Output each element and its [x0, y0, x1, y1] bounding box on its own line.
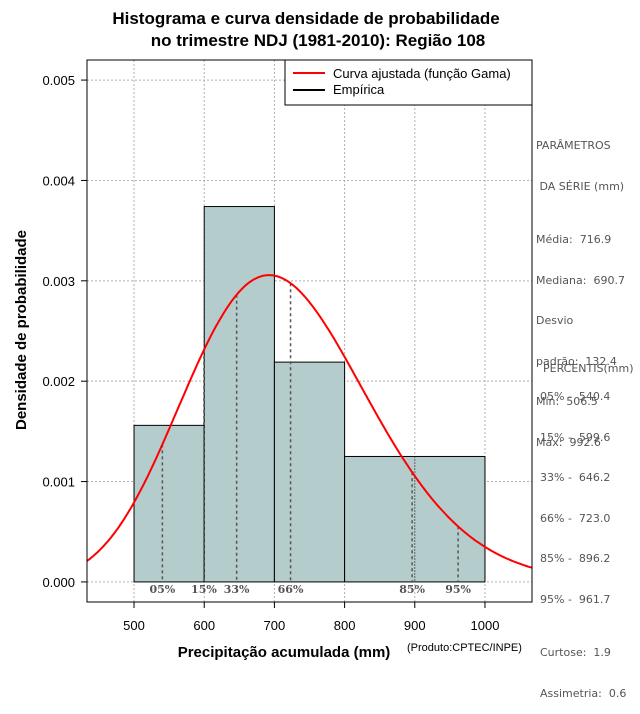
percentiles-list: 05% - 540.4 15% - 599.6 33% - 646.2 66% …: [540, 363, 626, 714]
param-sd-label: Desvio: [536, 314, 574, 327]
percentile-15: 15% - 599.6: [540, 430, 611, 444]
percentile-05: 05% - 540.4: [540, 390, 611, 403]
percentiles-panel: PERCENTIS(mm): [543, 335, 634, 389]
credit-label: (Produto:CPTEC/INPE): [407, 642, 522, 654]
percentile-95: 95% - 961.7: [540, 592, 611, 606]
percentile-label: 95%: [445, 583, 471, 596]
x-tick-label: 600: [193, 618, 215, 633]
percentile-label: 85%: [399, 583, 425, 596]
legend: Curva ajustada (função Gama) Empírica: [284, 59, 533, 106]
y-tick-label: 0.004: [42, 173, 75, 188]
histogram-bar: [273, 361, 346, 583]
param-min: Mín: 506.5: [536, 395, 598, 408]
legend-label-empirical: Empírica: [333, 82, 385, 97]
x-tick-label: 900: [404, 618, 426, 633]
percentile-66: 66% - 723.0: [540, 511, 611, 525]
histogram-bar: [203, 206, 275, 583]
param-sd-value: padrão: 132.4: [536, 354, 617, 368]
y-tick-label: 0.000: [42, 575, 75, 590]
y-tick-label: 0.005: [42, 73, 75, 88]
percentile-85: 85% - 896.2: [540, 552, 611, 565]
x-tick-label: 800: [334, 618, 356, 633]
parameters-title-line2: DA SÉRIE (mm): [536, 179, 625, 193]
percentile-label: 66%: [278, 583, 304, 596]
x-axis-label: Precipitação acumulada (mm): [178, 644, 391, 660]
legend-box: [284, 59, 533, 106]
percentile-label: 15%: [191, 583, 217, 596]
param-mean: Média: 716.9: [536, 233, 612, 246]
param-median: Mediana: 690.7: [536, 273, 625, 287]
x-tick-label: 500: [123, 618, 145, 633]
percentile-label: 33%: [224, 583, 250, 596]
x-tick-label: 1000: [471, 618, 500, 633]
y-axis-label: Densidade de probabilidade: [13, 230, 30, 430]
y-tick-label: 0.001: [42, 475, 75, 490]
stat-kurtosis: Curtose: 1.9: [540, 646, 611, 659]
percentiles-title: PERCENTIS(mm): [543, 362, 634, 375]
chart-title-line2: no trimestre NDJ (1981-2010): Região 108: [151, 31, 485, 50]
percentile-33: 33% - 646.2: [540, 471, 611, 484]
stat-skewness: Assimetria: 0.6: [540, 686, 627, 700]
legend-label-curve: Curva ajustada (função Gama): [333, 66, 511, 81]
fitted-gamma-curve: [86, 274, 533, 569]
parameters-panel: PARÂMETROS DA SÉRIE (mm) Média: 716.9 Me…: [536, 112, 625, 463]
y-tick-label: 0.002: [42, 374, 75, 389]
histogram-bar: [133, 424, 205, 583]
parameters-title-line1: PARÂMETROS: [536, 139, 611, 152]
y-tick-label: 0.003: [42, 274, 75, 289]
param-max: Máx: 992.6: [536, 435, 601, 449]
chart-title-line1: Histograma e curva densidade de probabil…: [112, 9, 499, 28]
histogram-chart: Histograma e curva densidade de probabil…: [13, 9, 533, 660]
x-tick-label: 700: [264, 618, 286, 633]
percentile-label: 05%: [150, 583, 176, 596]
